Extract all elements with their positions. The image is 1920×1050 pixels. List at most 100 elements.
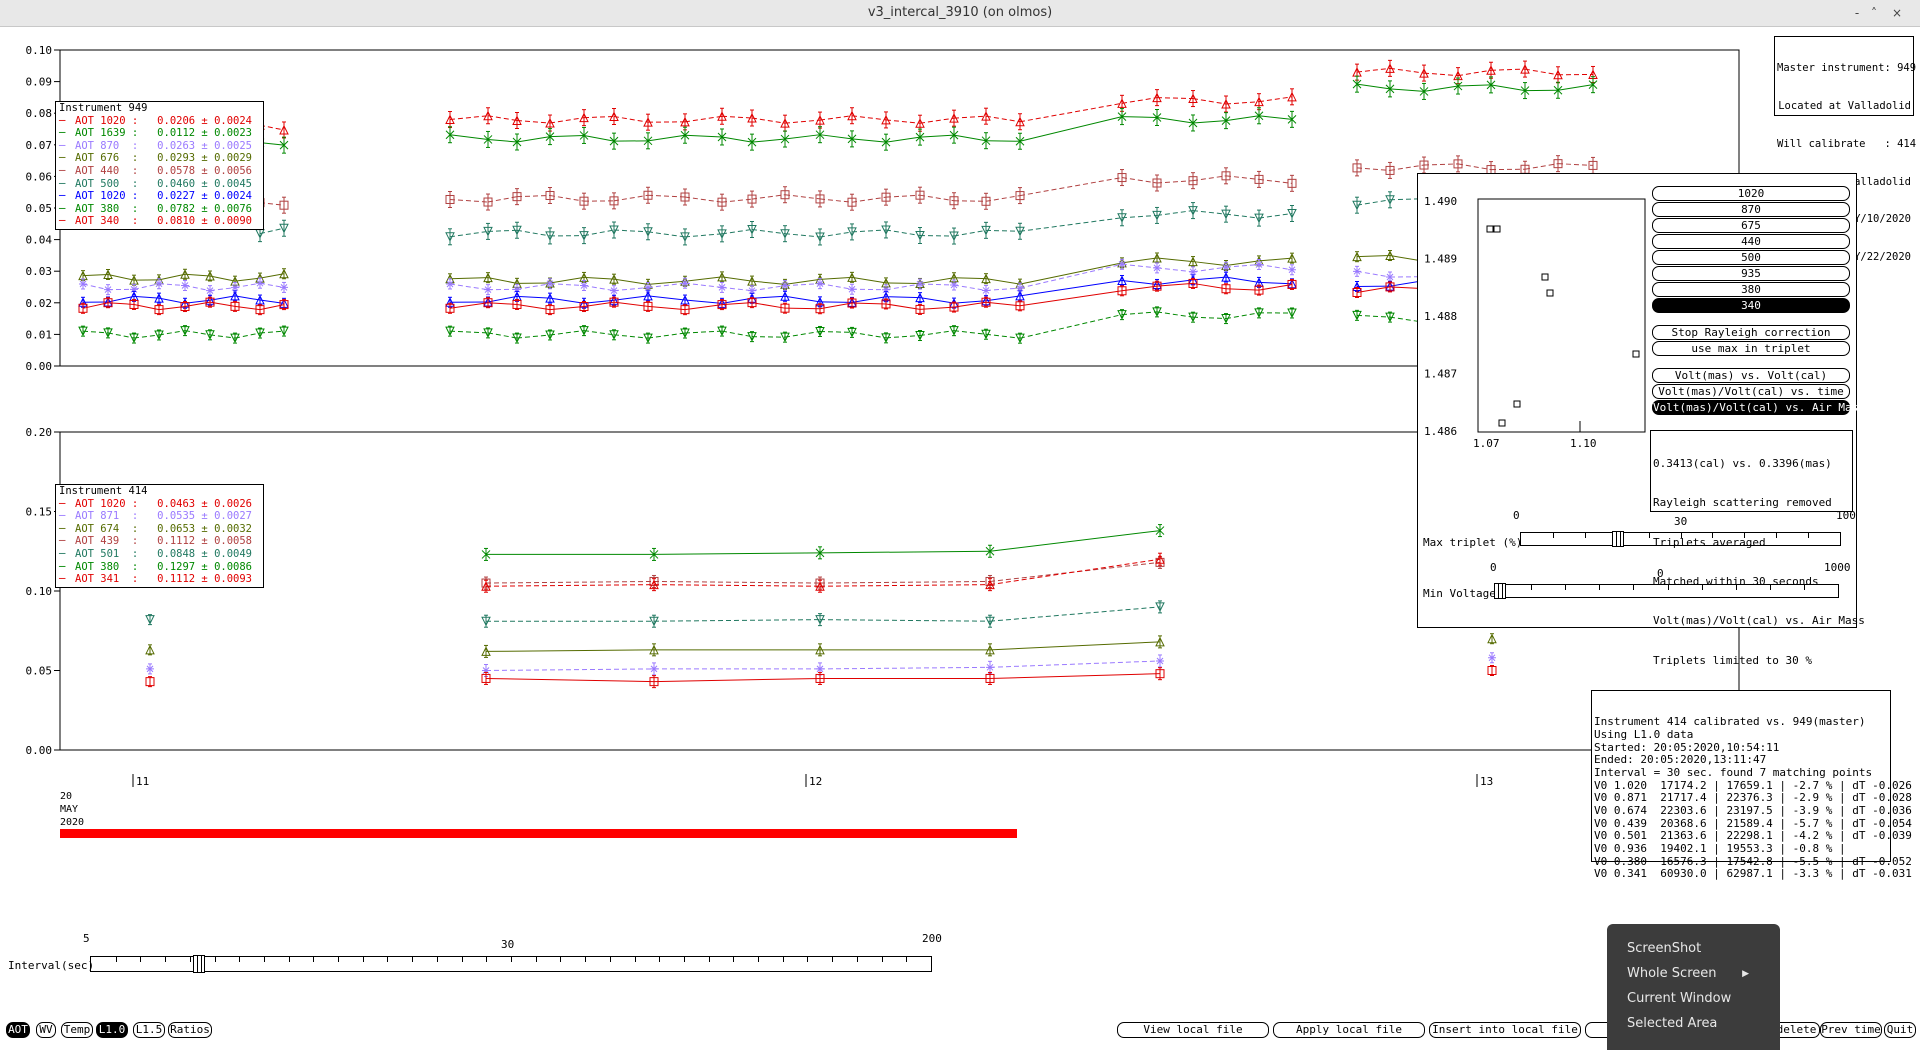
data-point: [481, 550, 491, 559]
top-legend: Instrument 949 ─ AOT 1020 : 0.0206 ± 0.00…: [55, 101, 264, 230]
data-type-button-l1-5[interactable]: L1.5: [133, 1022, 165, 1038]
wavelength-button-440[interactable]: 440: [1652, 234, 1850, 249]
data-type-button-aot[interactable]: AOT: [6, 1022, 30, 1038]
data-point: [1152, 178, 1162, 188]
series-segment: [133, 334, 160, 339]
series-segment: [1457, 69, 1492, 77]
action-button-apply-local-file[interactable]: Apply local file: [1273, 1022, 1425, 1038]
menu-item-selected-area[interactable]: Selected Area: [1627, 1016, 1718, 1031]
action-button-prev-time[interactable]: Prev time: [1820, 1022, 1882, 1038]
data-point: [205, 297, 215, 307]
series-segment: [647, 280, 686, 285]
series-segment: [1225, 312, 1260, 320]
data-point: [1553, 69, 1563, 80]
data-point: [1117, 213, 1127, 223]
data-point: [279, 200, 289, 210]
data-type-button-temp[interactable]: Temp: [61, 1022, 93, 1038]
slider-thumb[interactable]: [193, 955, 205, 973]
plot-mode-button[interactable]: Volt(mas) vs. Volt(cal): [1652, 368, 1850, 383]
series-segment: [784, 307, 821, 310]
series-segment: [885, 136, 921, 143]
action-button-insert-into-local-file[interactable]: Insert into local file: [1429, 1022, 1581, 1038]
data-type-button-wv[interactable]: WV: [36, 1022, 56, 1038]
max-triplet-button[interactable]: use max in triplet: [1652, 341, 1850, 356]
data-point: [609, 297, 619, 307]
air-mass-mini-plot: 1.490 1.489 1.488 1.487 1.486 1.07 1.10: [1424, 195, 1646, 450]
slider-thumb[interactable]: [1611, 531, 1624, 547]
data-point: [949, 113, 959, 123]
minimize-button[interactable]: -: [1854, 6, 1860, 20]
max-triplet-slider[interactable]: [1520, 531, 1841, 547]
series-segment: [819, 330, 853, 333]
data-point: [545, 293, 555, 303]
series-segment: [985, 295, 1021, 302]
legend-row: ─ AOT 440 : 0.0578 ± 0.0056: [59, 165, 260, 178]
stop-rayleigh-button[interactable]: Stop Rayleigh correction: [1652, 325, 1850, 340]
data-point: [1353, 267, 1361, 276]
menu-item-whole-screen[interactable]: Whole Screen ▶: [1627, 965, 1767, 983]
data-point: [881, 299, 891, 309]
calib-result-line: V0 0.871 21717.4 | 22376.3 | -2.9 % | dT…: [1594, 791, 1912, 805]
series-segment: [1192, 175, 1227, 182]
wavelength-button-500[interactable]: 500: [1652, 250, 1850, 265]
action-button-view-local-file[interactable]: View local file: [1117, 1022, 1269, 1038]
series-segment: [1356, 286, 1391, 293]
status-line: Triplets limited to 30 %: [1653, 653, 1812, 667]
data-point: [643, 136, 653, 146]
data-point: [1352, 251, 1362, 262]
series-segment: [784, 119, 821, 124]
mini-y-tick-label: 1.489: [1424, 253, 1457, 266]
maximize-button[interactable]: ˄: [1871, 6, 1877, 20]
menu-item-screenshot[interactable]: ScreenShot: [1627, 941, 1702, 956]
data-point: [512, 333, 522, 344]
legend-text: AOT 500 : 0.0460 ± 0.0045: [75, 177, 253, 190]
data-point: [446, 279, 454, 288]
data-point: [1385, 312, 1395, 323]
data-point: [155, 279, 163, 288]
data-point: [1221, 98, 1231, 109]
wavelength-button-340[interactable]: 340: [1652, 298, 1850, 313]
data-point: [881, 333, 891, 343]
series-segment: [549, 194, 585, 202]
data-point: [481, 646, 491, 656]
action-button-quit[interactable]: Quit: [1884, 1022, 1916, 1038]
data-point: [579, 112, 589, 123]
series-segment: [82, 273, 109, 277]
series-segment: [613, 278, 649, 285]
data-type-button-l1-0[interactable]: L1.0: [96, 1022, 128, 1038]
series-segment: [953, 284, 987, 291]
series-segment: [107, 274, 135, 281]
slider-thumb[interactable]: [1493, 583, 1506, 599]
wavelength-button-935[interactable]: 935: [1652, 266, 1850, 281]
mini-y-tick-label: 1.488: [1424, 310, 1457, 323]
close-button[interactable]: ×: [1891, 6, 1903, 20]
wavelength-button-870[interactable]: 870: [1652, 202, 1850, 217]
mini-data-point: [1546, 289, 1554, 297]
interval-min-label: 5: [83, 932, 90, 945]
series-segment: [985, 115, 1021, 123]
data-point: [1255, 260, 1263, 269]
mini-data-point: [1513, 400, 1521, 408]
series-segment: [647, 282, 686, 289]
plot-mode-button[interactable]: Volt(mas)/Volt(cal) vs. time: [1652, 384, 1850, 399]
series-segment: [1557, 163, 1594, 166]
series-segment: [1258, 115, 1293, 120]
menu-item-current-window[interactable]: Current Window: [1627, 991, 1732, 1006]
data-point: [747, 298, 757, 308]
interval-slider[interactable]: [90, 955, 932, 973]
series-segment: [485, 677, 655, 683]
asterisk-marker-icon: ─: [59, 510, 66, 523]
series-segment: [751, 302, 786, 309]
wavelength-button-380[interactable]: 380: [1652, 282, 1850, 297]
series-segment: [1019, 217, 1123, 232]
wavelength-button-1020[interactable]: 1020: [1652, 186, 1850, 201]
data-point: [981, 329, 991, 340]
data-point: [717, 132, 727, 142]
plot-mode-button[interactable]: Volt(mas)/Volt(cal) vs. Air Mass: [1652, 400, 1865, 415]
wavelength-button-675[interactable]: 675: [1652, 218, 1850, 233]
legend-row: ─ AOT 340 : 0.0810 ± 0.0090: [59, 215, 260, 228]
data-type-button-ratios[interactable]: Ratios: [168, 1022, 212, 1038]
x-marker-icon: ─: [59, 560, 66, 573]
series-segment: [487, 295, 518, 303]
min-voltage-slider[interactable]: [1493, 583, 1839, 599]
